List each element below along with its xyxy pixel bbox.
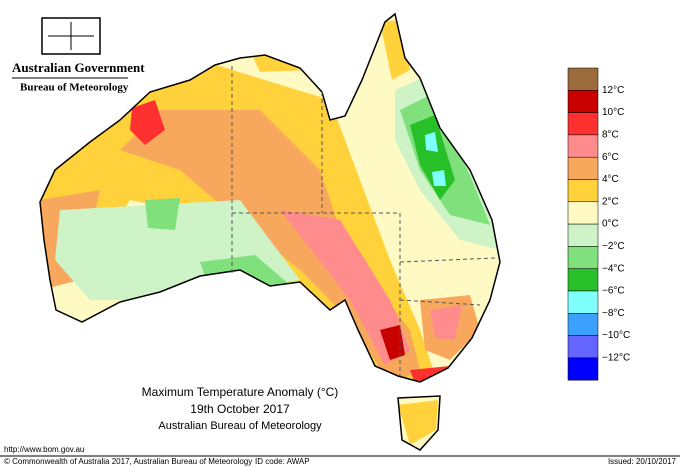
legend-swatch [567, 223, 599, 247]
legend-swatch [567, 290, 599, 314]
id-code: ID code: AWAP [255, 457, 310, 466]
legend-swatch [567, 156, 599, 180]
legend-swatch [567, 335, 599, 359]
legend-swatch [567, 201, 599, 225]
agency-name: Bureau of Meteorology [20, 82, 129, 94]
legend-label: −6°C [602, 286, 625, 297]
issued: Issued: 20/10/2017 [608, 457, 677, 466]
legend-swatch [567, 134, 599, 158]
legend-swatch [567, 268, 599, 292]
legend: 12°C 10°C 8°C 6°C 4°C 2°C 0°C −2°C −4°C −6°C −8°C −… [567, 67, 630, 381]
borders [39, 12, 501, 451]
legend-label: 10°C [602, 107, 624, 118]
map-title: Maximum Temperature Anomaly (°C) [142, 385, 339, 399]
legend-swatch [567, 67, 599, 91]
legend-label: −10°C [602, 330, 630, 341]
legend-label: 2°C [602, 196, 619, 207]
legend-label: 8°C [602, 130, 619, 141]
legend-swatch [567, 90, 599, 113]
legend-swatch [567, 179, 599, 203]
legend-label: 4°C [602, 174, 619, 185]
map-date: 19th October 2017 [190, 402, 290, 416]
legend-label: 12°C [602, 85, 624, 96]
emblem [41, 17, 101, 55]
org-name: Australian Government [12, 60, 145, 75]
legend-label: −8°C [602, 308, 625, 319]
legend-swatch [567, 313, 599, 336]
copyright: © Commonwealth of Australia 2017, Austra… [4, 457, 252, 466]
legend-label: 0°C [602, 219, 619, 230]
map-source: Australian Bureau of Meteorology [158, 420, 322, 432]
legend-label: 6°C [602, 152, 619, 163]
legend-swatch [567, 357, 599, 381]
legend-label: −2°C [602, 241, 625, 252]
url: http://www.bom.gov.au [4, 445, 84, 454]
legend-label: −12°C [602, 353, 630, 364]
legend-swatch [567, 112, 599, 136]
legend-swatch [567, 246, 599, 269]
legend-label: −4°C [602, 263, 625, 274]
